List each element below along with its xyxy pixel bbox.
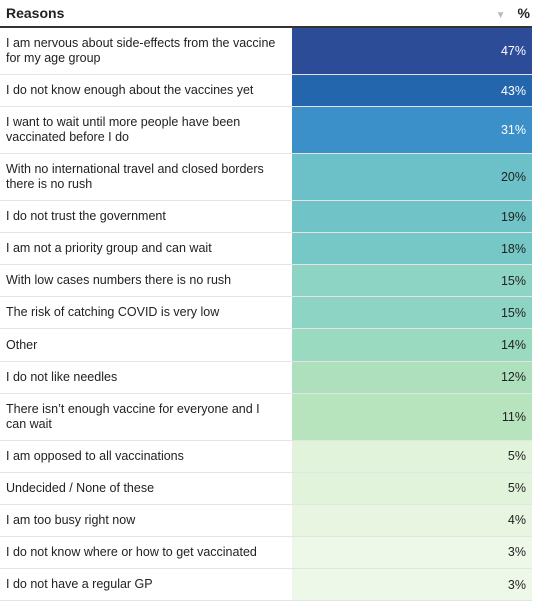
table-row: I am opposed to all vaccinations 5% bbox=[0, 440, 532, 473]
table-row: Undecided / None of these 5% bbox=[0, 472, 532, 505]
reason-cell: I am opposed to all vaccinations bbox=[6, 448, 184, 463]
reason-cell: I do not trust the government bbox=[6, 209, 166, 224]
sort-arrow[interactable]: ▼ bbox=[495, 10, 506, 21]
table-row: I do not like needles 12% bbox=[0, 361, 532, 394]
table-row: I do not know where or how to get vaccin… bbox=[0, 536, 532, 570]
table-row: I do not have a regular GP 3% bbox=[0, 569, 532, 601]
table-row: I do not trust the government 19% bbox=[0, 201, 532, 234]
reason-cell: Undecided / None of these bbox=[6, 480, 155, 495]
table-row: The risk of catching COVID is very low 15… bbox=[0, 297, 532, 330]
value-cell: 14% bbox=[292, 329, 532, 361]
reason-cell: I do not know enough about the vaccines … bbox=[6, 83, 254, 98]
value-cell: 19% bbox=[292, 201, 532, 233]
reason-cell: Other bbox=[6, 337, 38, 352]
table-row: I am not a priority group and can wait 18… bbox=[0, 233, 532, 266]
table-row: I want to wait until more people have be… bbox=[0, 107, 532, 155]
table-row: There isn’t enough vaccine for everyone … bbox=[0, 393, 532, 441]
value-cell: 47% bbox=[292, 28, 532, 74]
value-cell: 18% bbox=[292, 233, 532, 265]
reason-cell: I am nervous about side-effects from the… bbox=[6, 36, 276, 65]
reason-cell: I do not know where or how to get vaccin… bbox=[6, 544, 257, 559]
table-row: I do not know enough about the vaccines … bbox=[0, 75, 532, 108]
value-cell: 15% bbox=[292, 265, 532, 297]
value-cell: 12% bbox=[292, 361, 532, 393]
header-cell[interactable]: ▼% bbox=[292, 5, 532, 21]
value-cell: 15% bbox=[292, 297, 532, 329]
value-cell: 20% bbox=[292, 154, 532, 201]
table-row: I am too busy right now 4% bbox=[0, 504, 532, 537]
table-row: Other 14% bbox=[0, 329, 532, 362]
value-cell: 3% bbox=[292, 536, 532, 569]
value-cell: 31% bbox=[292, 107, 532, 154]
header-cell[interactable]: Reasons bbox=[6, 5, 65, 21]
value-cell: 11% bbox=[292, 393, 532, 440]
value-cell: 5% bbox=[292, 440, 532, 472]
value-cell: 4% bbox=[292, 504, 532, 536]
reason-cell: With low cases numbers there is no rush bbox=[6, 273, 232, 288]
value-cell: 3% bbox=[292, 569, 532, 601]
header-text: % bbox=[517, 5, 530, 21]
table-row: With no international travel and closed … bbox=[0, 154, 532, 202]
reason-cell: I do not like needles bbox=[6, 369, 118, 384]
reason-cell: The risk of catching COVID is very low bbox=[6, 305, 220, 320]
reason-cell: I am not a priority group and can wait bbox=[6, 241, 212, 256]
table-row: With low cases numbers there is no rush 1… bbox=[0, 265, 532, 298]
value-cell: 43% bbox=[292, 75, 532, 107]
reason-cell: I do not have a regular GP bbox=[6, 577, 153, 592]
header-row: Reasons ▼% bbox=[0, 0, 532, 28]
reason-cell: I am too busy right now bbox=[6, 512, 136, 527]
value-cell: 5% bbox=[292, 472, 532, 504]
reason-cell: There isn’t enough vaccine for everyone … bbox=[6, 401, 260, 431]
table-body: I am nervous about side-effects from the… bbox=[0, 28, 532, 601]
reason-cell: With no international travel and closed … bbox=[6, 162, 264, 192]
reason-cell: I want to wait until more people have be… bbox=[6, 115, 241, 145]
table-row: I am nervous about side-effects from the… bbox=[0, 28, 532, 75]
